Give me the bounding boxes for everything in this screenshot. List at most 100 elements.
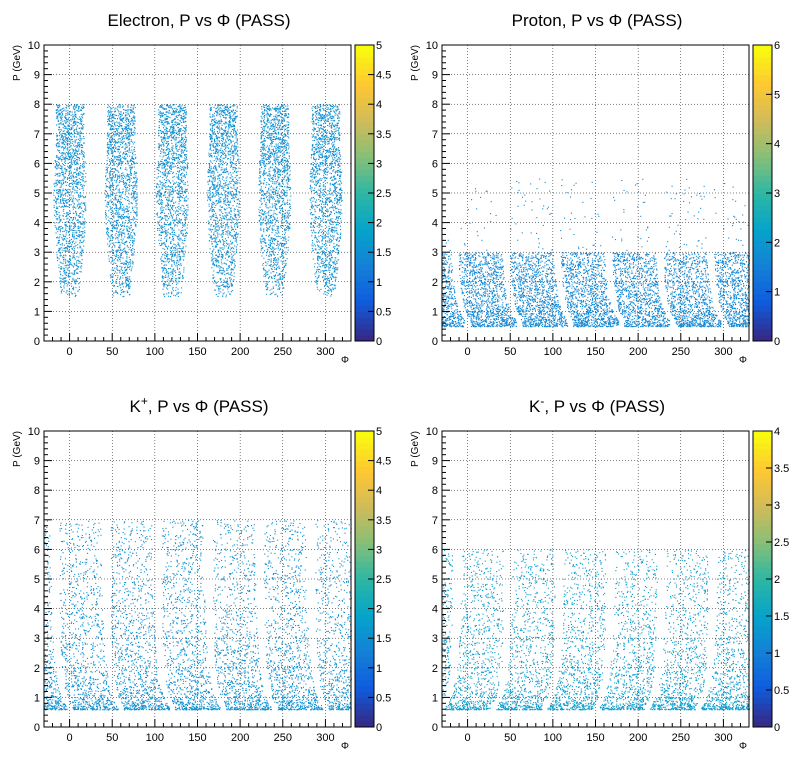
y-tick-label: 3 <box>34 247 40 259</box>
y-tick-label: 5 <box>34 188 40 200</box>
x-tick-label: 100 <box>146 346 164 358</box>
x-tick-label: 0 <box>465 732 471 744</box>
y-axis-label: P (GeV) <box>12 431 23 467</box>
z-tick-label: 4 <box>774 426 780 438</box>
y-tick-label: 2 <box>34 277 40 289</box>
y-tick-label: 3 <box>34 633 40 645</box>
x-tick-label: 300 <box>714 732 732 744</box>
y-tick-label: 0 <box>432 336 438 348</box>
z-tick-label: 1.5 <box>376 247 391 259</box>
grid-lines <box>44 45 351 341</box>
panel-kplus: K+, P vs Φ (PASS) 0 50 100 150 200 250 300 0 1 2 3 4… <box>0 386 398 772</box>
z-tick-label: 4.5 <box>376 456 391 468</box>
axes: 0 50 100 150 200 250 300 0 1 2 3 4 5 6 7 8 9 10 <box>426 40 741 358</box>
y-tick-label: 6 <box>34 544 40 556</box>
y-tick-label: 6 <box>432 544 438 556</box>
y-tick-label: 2 <box>432 663 438 675</box>
x-tick-label: 150 <box>188 732 206 744</box>
z-tick-label: 2 <box>774 237 780 249</box>
z-tick-label: 3 <box>376 544 382 556</box>
z-tick-label: 2.5 <box>376 188 391 200</box>
z-tick-label: 2 <box>774 574 780 586</box>
y-tick-label: 6 <box>432 158 438 170</box>
x-axis-label: Φ <box>739 355 747 366</box>
axes: 0 50 100 150 200 250 300 0 1 2 3 4 5 6 7 8 9 10 <box>426 426 741 744</box>
y-tick-label: 0 <box>432 722 438 734</box>
y-axis-label: P (GeV) <box>410 431 421 467</box>
z-tick-label: 5 <box>774 89 780 101</box>
x-tick-label: 50 <box>504 346 516 358</box>
y-tick-label: 5 <box>432 574 438 586</box>
data-points <box>442 178 751 328</box>
y-tick-label: 10 <box>28 40 40 52</box>
y-tick-label: 1 <box>34 306 40 318</box>
z-tick-label: 5 <box>376 426 382 438</box>
z-tick-label: 3 <box>774 500 780 512</box>
axes: 0 50 100 150 200 250 300 0 1 2 3 4 5 6 7 8 9 10 <box>28 40 343 358</box>
z-tick-label: 0.5 <box>376 692 391 704</box>
z-tick-label: 1.5 <box>376 633 391 645</box>
z-tick-label: 2.5 <box>376 574 391 586</box>
z-tick-label: 3.5 <box>376 129 391 141</box>
z-tick-label: 4.5 <box>376 70 391 82</box>
x-tick-label: 300 <box>714 346 732 358</box>
color-palette: 0 0.5 1 1.5 2 2.5 3 3.5 4 4.5 5 <box>354 40 391 348</box>
chart-title: K-, P vs Φ (PASS) <box>529 394 665 416</box>
z-tick-label: 1 <box>774 648 780 660</box>
panel-kminus: K-, P vs Φ (PASS) 0 50 100 150 200 250 300 0 1 2 3 4… <box>398 386 796 772</box>
z-tick-label: 0 <box>774 336 780 348</box>
color-palette: 0 0.5 1 1.5 2 2.5 3 3.5 4 <box>752 426 789 734</box>
y-tick-label: 7 <box>432 129 438 141</box>
z-tick-label: 2 <box>376 218 382 230</box>
color-palette: 0 1 2 3 4 5 6 <box>752 40 780 348</box>
chart-title: Proton, P vs Φ (PASS) <box>512 11 683 30</box>
panel-proton: Proton, P vs Φ (PASS) 0 50 100 150 200 250 300 0… <box>398 0 796 386</box>
heatmap-svg: Proton, P vs Φ (PASS)0 50 100 150 200 250 3000… <box>410 11 780 366</box>
x-tick-label: 300 <box>316 732 334 744</box>
y-tick-label: 4 <box>432 604 438 616</box>
y-tick-label: 8 <box>34 485 40 497</box>
z-tick-label: 3 <box>774 188 780 200</box>
z-tick-label: 0 <box>376 722 382 734</box>
data-points <box>442 549 751 711</box>
color-palette: 0 0.5 1 1.5 2 2.5 3 3.5 4 4.5 5 <box>354 426 391 734</box>
x-tick-label: 200 <box>629 346 647 358</box>
z-tick-label: 3.5 <box>774 463 789 475</box>
y-tick-label: 9 <box>34 70 40 82</box>
y-tick-label: 5 <box>34 574 40 586</box>
heatmap-svg: K+, P vs Φ (PASS)0 50 100 150 200 250 30001234… <box>12 394 391 752</box>
x-tick-label: 0 <box>465 346 471 358</box>
y-tick-label: 10 <box>28 426 40 438</box>
z-tick-label: 5 <box>376 40 382 52</box>
z-tick-label: 3 <box>376 158 382 170</box>
x-tick-label: 200 <box>629 732 647 744</box>
z-tick-label: 6 <box>774 40 780 52</box>
y-axis-label: P (GeV) <box>410 45 421 81</box>
y-tick-label: 1 <box>34 692 40 704</box>
y-tick-label: 9 <box>34 456 40 468</box>
y-tick-label: 10 <box>426 40 438 52</box>
x-tick-label: 50 <box>106 732 118 744</box>
y-tick-label: 0 <box>34 336 40 348</box>
z-tick-label: 0.5 <box>774 685 789 697</box>
y-tick-label: 7 <box>34 515 40 527</box>
y-tick-label: 8 <box>432 99 438 111</box>
z-tick-label: 4 <box>376 485 382 497</box>
data-points <box>44 519 352 711</box>
x-tick-label: 100 <box>544 346 562 358</box>
y-tick-label: 4 <box>432 218 438 230</box>
z-tick-label: 2 <box>376 604 382 616</box>
y-tick-label: 9 <box>432 456 438 468</box>
y-tick-label: 3 <box>432 247 438 259</box>
heatmap-svg: K-, P vs Φ (PASS)0 50 100 150 200 250 30001234… <box>410 394 789 752</box>
x-tick-label: 50 <box>106 346 118 358</box>
x-axis-label: Φ <box>341 355 349 366</box>
y-tick-label: 2 <box>34 663 40 675</box>
y-tick-label: 8 <box>34 99 40 111</box>
x-tick-label: 200 <box>231 732 249 744</box>
y-tick-label: 1 <box>432 306 438 318</box>
y-tick-label: 6 <box>34 158 40 170</box>
y-tick-label: 8 <box>432 485 438 497</box>
x-tick-label: 150 <box>586 732 604 744</box>
z-tick-label: 0.5 <box>376 306 391 318</box>
